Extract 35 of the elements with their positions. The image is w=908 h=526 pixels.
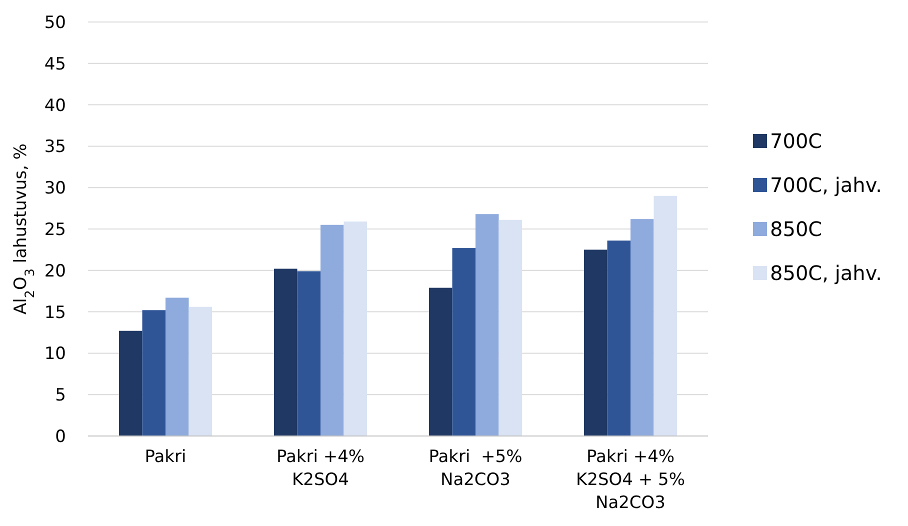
x-tick-label: Pakri +4% K2SO4	[276, 447, 365, 490]
bar	[344, 222, 367, 436]
bar	[297, 271, 320, 436]
bar	[274, 268, 298, 436]
bar	[476, 214, 499, 436]
y-tick-label: 20	[44, 261, 66, 282]
bar	[119, 330, 142, 436]
bar	[630, 219, 654, 436]
y-tick-label: 0	[55, 426, 66, 447]
legend-label: 850C	[770, 217, 822, 241]
bar	[498, 220, 522, 436]
bar	[584, 250, 608, 436]
legend-label: 700C	[770, 129, 822, 153]
y-tick-label: 25	[44, 220, 66, 240]
bar	[654, 196, 677, 436]
x-tick-label: Pakri +4% K2SO4 + 5% Na2CO3	[576, 447, 685, 513]
y-tick-label: 10	[44, 344, 66, 364]
legend-label: 700C, jahv.	[770, 173, 882, 197]
y-tick-label: 15	[44, 302, 66, 323]
bar	[607, 240, 630, 436]
bar	[188, 306, 212, 436]
y-tick-label: 35	[44, 137, 66, 158]
x-tick-label: Pakri +5% Na2CO3	[428, 447, 522, 490]
bar	[429, 288, 452, 436]
y-tick-label: 40	[44, 96, 66, 116]
y-tick-label: 5	[55, 386, 66, 406]
bar	[142, 310, 166, 436]
y-tick-label: 45	[44, 54, 66, 74]
x-tick-label: Pakri	[144, 447, 186, 467]
bar	[320, 224, 344, 436]
bar	[452, 248, 476, 436]
legend-label: 850C, jahv.	[770, 261, 882, 285]
y-tick-label: 50	[44, 12, 66, 33]
y-tick-label: 30	[44, 178, 66, 199]
bar	[166, 298, 189, 436]
